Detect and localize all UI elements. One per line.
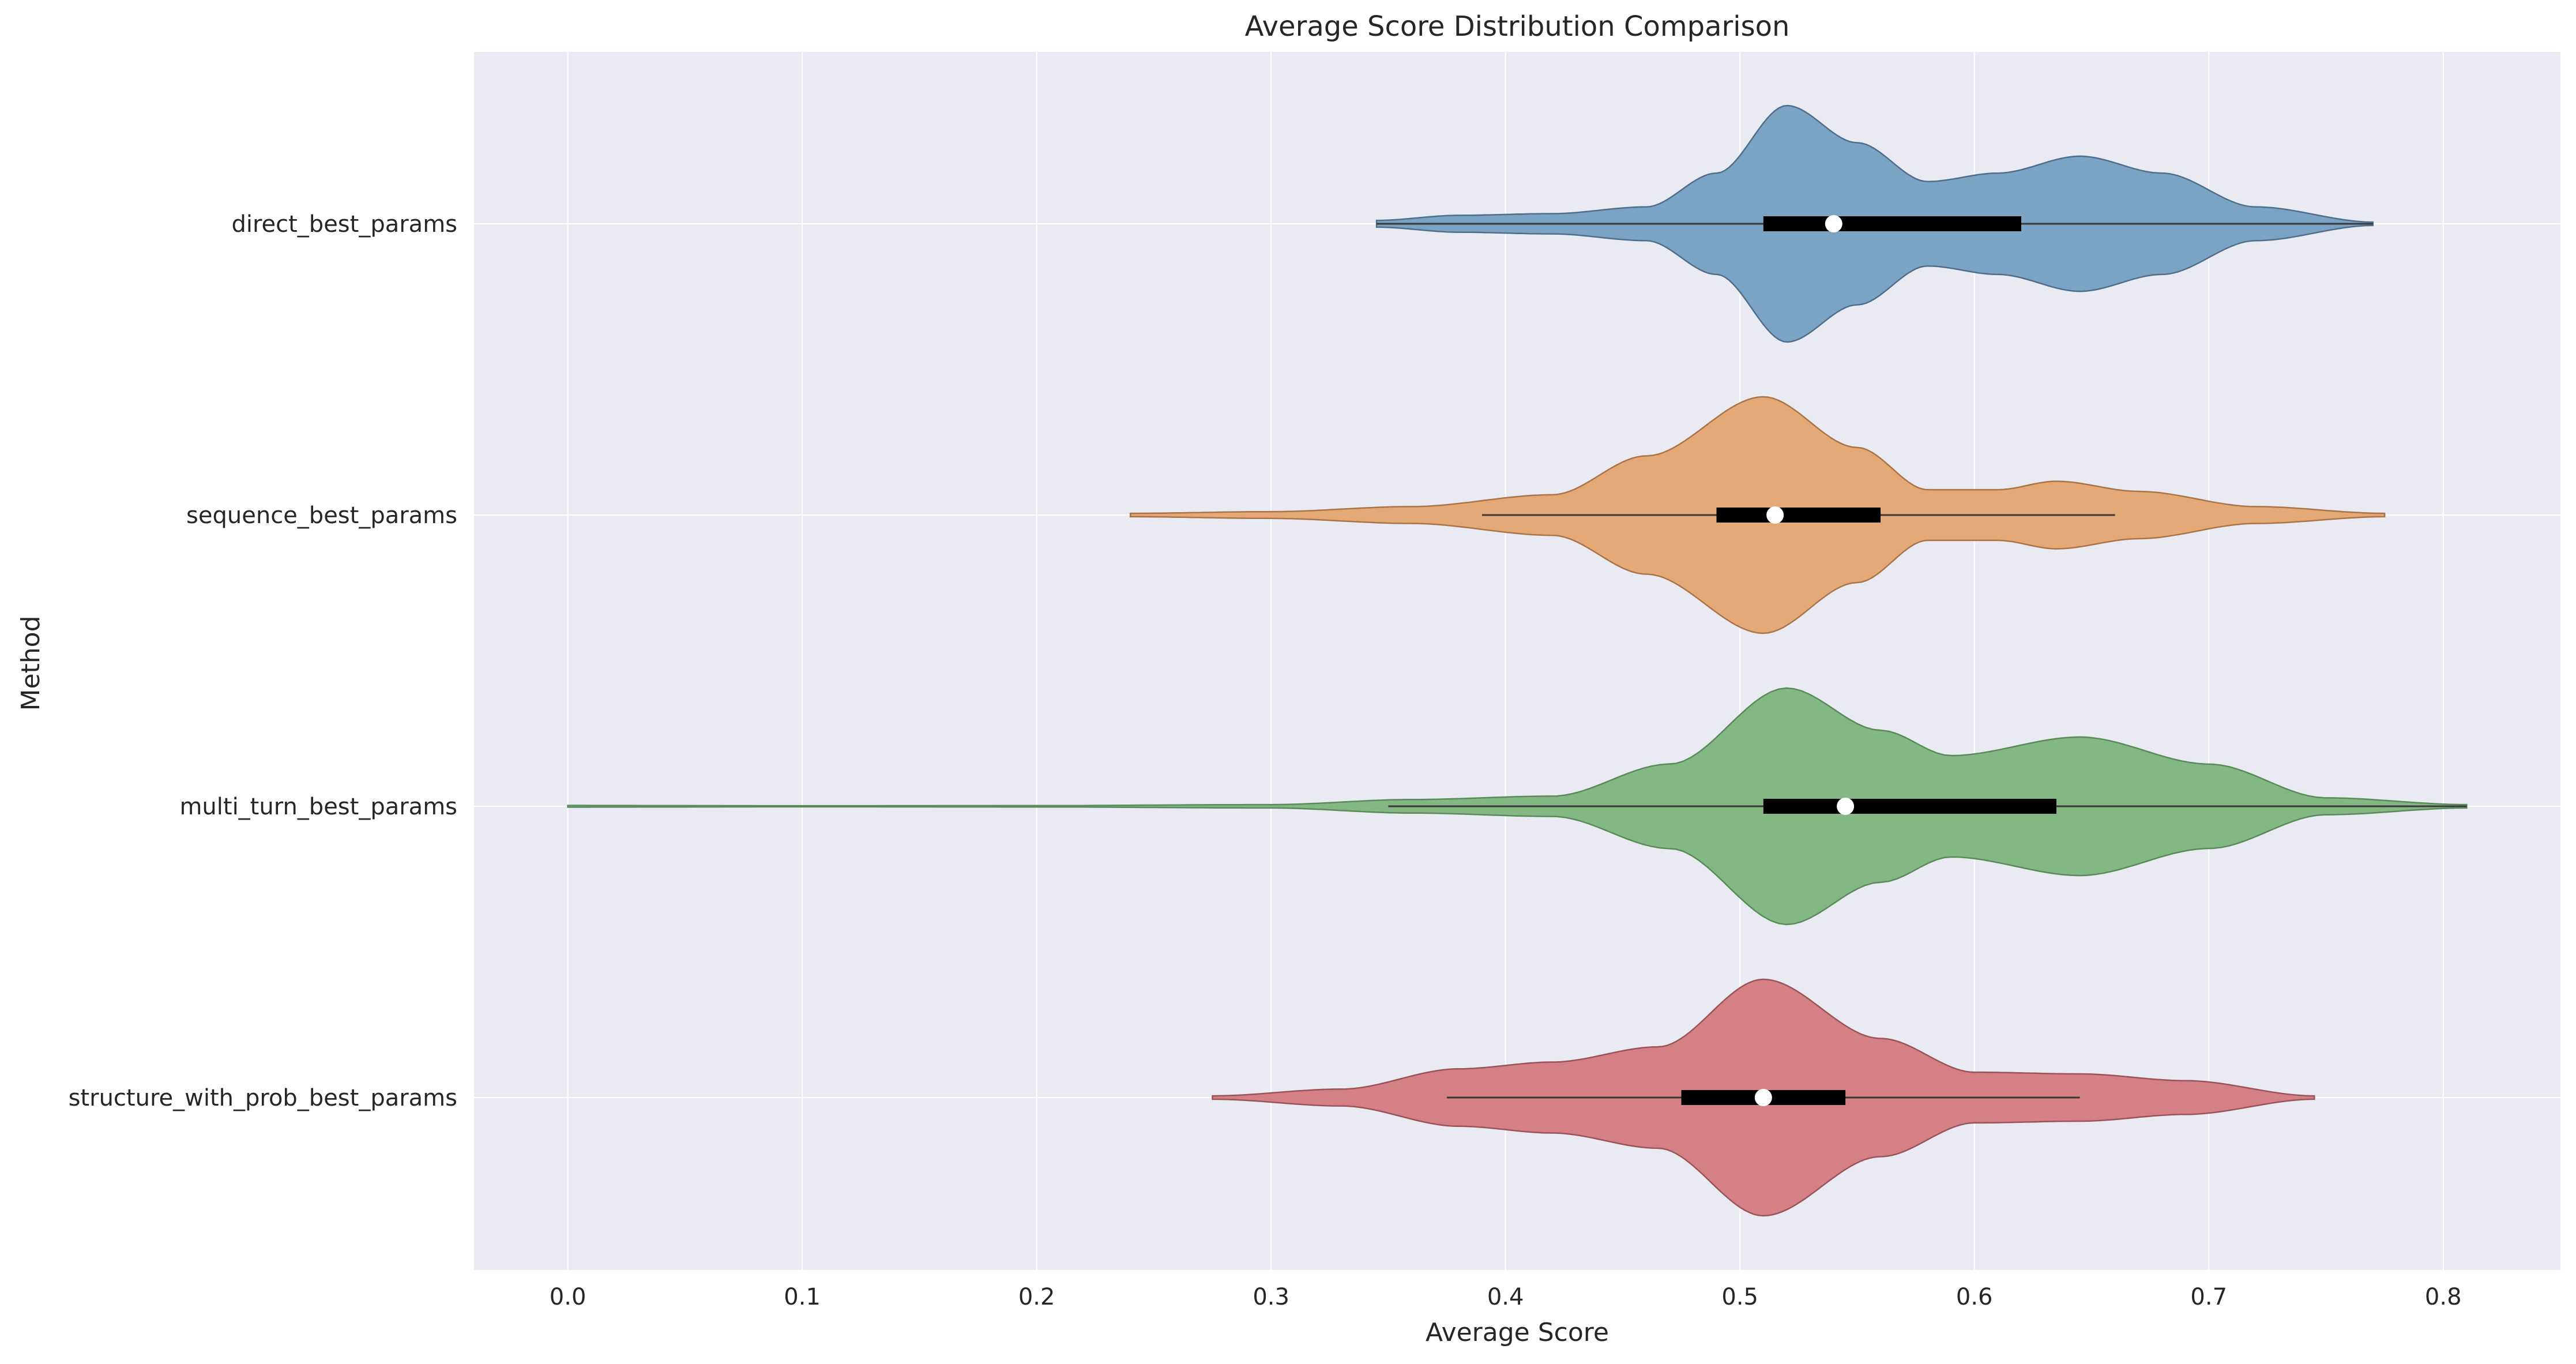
y-axis-title: Method: [16, 615, 46, 711]
x-tick-label: 0.8: [2425, 1284, 2462, 1310]
y-tick-labels: direct_best_params sequence_best_paramsmu…: [69, 211, 457, 1111]
y-tick-label: multi_turn_best_params: [179, 794, 457, 820]
x-tick-label: 0.3: [1253, 1284, 1289, 1310]
y-tick-label: direct_best_params: [231, 211, 457, 238]
x-tick-label: 0.1: [784, 1284, 821, 1310]
iqr-box: [1763, 799, 2056, 814]
x-tick-label: 0.2: [1018, 1284, 1055, 1310]
x-axis-title: Average Score: [1426, 1318, 1609, 1347]
median-marker: [1837, 798, 1855, 815]
x-tick-label: 0.5: [1721, 1284, 1758, 1310]
iqr-box: [1763, 216, 2022, 231]
x-tick-label: 0.4: [1487, 1284, 1524, 1310]
chart-title: Average Score Distribution Comparison: [1245, 10, 1790, 43]
median-marker: [1766, 506, 1784, 524]
median-marker: [1754, 1089, 1772, 1106]
y-tick-label: structure_with_prob_best_params: [69, 1085, 457, 1111]
x-tick-labels: 0.0 0.1 0.2 0.3 0.4 0.5 0.6 0.7 0.8: [550, 1284, 2462, 1310]
y-tick-label: sequence_best_params: [186, 502, 457, 529]
median-marker: [1825, 215, 1842, 232]
x-tick-label: 0.0: [550, 1284, 586, 1310]
inner-boxes: [1377, 215, 2467, 1106]
x-tick-label: 0.7: [2190, 1284, 2227, 1310]
x-tick-label: 0.6: [1956, 1284, 1993, 1310]
iqr-box: [1716, 508, 1881, 523]
